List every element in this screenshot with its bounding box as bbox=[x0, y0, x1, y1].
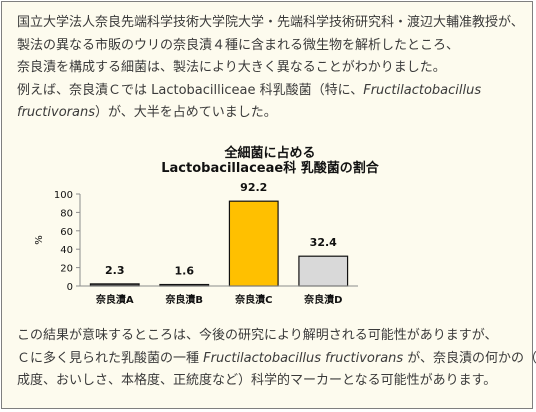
bar-value-label: 1.6 bbox=[175, 265, 195, 278]
bar-value-label: 32.4 bbox=[310, 236, 337, 249]
x-tick-label: 奈良漬B bbox=[164, 293, 203, 306]
bar-chart: 全細菌に占める Lactobacillaceae科 乳酸菌の割合 0 20 40 60… bbox=[2, 142, 536, 322]
y-tick-label: 80 bbox=[60, 208, 73, 219]
bar-value-label: 92.2 bbox=[240, 181, 267, 194]
y-tick-label: 100 bbox=[54, 190, 73, 201]
bar bbox=[298, 255, 349, 287]
species-name-full: Fructilactobacillus fructivorans bbox=[203, 350, 404, 366]
conclusion-line-2-tail: が、奈良漬の何かの（熟 bbox=[403, 350, 536, 366]
bar-value-label: 2.3 bbox=[105, 264, 125, 277]
chart-title-line-2: Lactobacillaceae科 乳酸菌の割合 bbox=[161, 161, 379, 176]
chart-title-line-1: 全細菌に占める bbox=[224, 146, 316, 161]
intro-paragraph: 国立大学法人奈良先端科学技術大学院大学・先端科学技術研究科・渡辺大輔准教授が、 … bbox=[17, 12, 527, 125]
conclusion-line-2-text: Ｃに多く見られた乳酸菌の一種 bbox=[17, 350, 204, 366]
x-tick-label: 奈良漬C bbox=[234, 293, 272, 306]
conclusion-line-3: 成度、おいしさ、本格度、正統度など）科学的マーカーとなる可能性があります。 bbox=[17, 373, 497, 388]
intro-line-5: fructivorans）が、大半を占めていました。 bbox=[17, 102, 527, 125]
intro-line-3: 奈良漬を構成する細菌は、製法により大きく異なることがわかりました。 bbox=[17, 60, 446, 75]
y-tick-label: 20 bbox=[60, 264, 73, 275]
conclusion-line-2: Ｃに多く見られた乳酸菌の一種 Fructilactobacillus fruct… bbox=[17, 348, 536, 371]
y-tick-label: 0 bbox=[67, 282, 73, 293]
species-name-epithet: fructivorans bbox=[17, 105, 95, 120]
intro-line-4-text: 例えば、奈良漬Ｃでは Lactobacilliceae 科乳酸菌（特に、 bbox=[17, 82, 364, 98]
bar bbox=[228, 200, 279, 287]
y-axis-label: % bbox=[34, 235, 45, 245]
intro-line-4: 例えば、奈良漬Ｃでは Lactobacilliceae 科乳酸菌（特に、Fruc… bbox=[17, 80, 527, 103]
conclusion-line-1: この結果が意味するところは、今後の研究により解明される可能性がありますが、 bbox=[17, 328, 498, 343]
intro-line-2: 製法の異なる市販のウリの奈良漬４種に含まれる微生物を解析したところ、 bbox=[17, 37, 460, 53]
x-tick-label: 奈良漬A bbox=[95, 293, 134, 306]
intro-line-5-text: ）が、大半を占めていました。 bbox=[95, 105, 277, 120]
species-name-genus: Fructilactobacillus bbox=[363, 82, 482, 98]
intro-line-1: 国立大学法人奈良先端科学技術大学院大学・先端科学技術研究科・渡辺大輔准教授が、 bbox=[17, 15, 524, 30]
x-tick-label: 奈良漬D bbox=[303, 293, 342, 306]
conclusion-paragraph: この結果が意味するところは、今後の研究により解明される可能性がありますが、 Ｃに… bbox=[17, 325, 536, 393]
chart-plot-area: 0 20 40 60 80 100% 2.3 奈良漬A 1.6 奈良漬B 92.2 奈良漬C 32.4 奈… bbox=[34, 181, 358, 306]
y-tick-label: 40 bbox=[60, 245, 73, 256]
y-tick-label: 60 bbox=[60, 227, 73, 238]
